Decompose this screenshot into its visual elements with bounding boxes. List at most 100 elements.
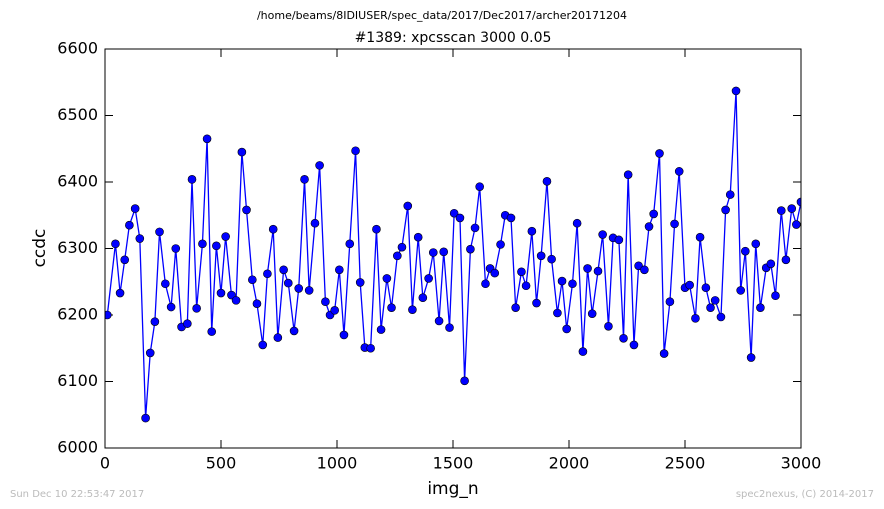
data-point bbox=[294, 284, 304, 293]
data-point bbox=[674, 167, 684, 176]
data-point bbox=[212, 241, 221, 251]
data-point bbox=[387, 303, 396, 312]
data-point bbox=[120, 255, 130, 265]
data-point bbox=[725, 190, 735, 199]
data-point bbox=[424, 274, 433, 283]
data-point bbox=[125, 220, 134, 230]
data-point bbox=[710, 296, 720, 305]
x-tick-label: 2000 bbox=[549, 454, 590, 473]
data-point bbox=[670, 219, 679, 229]
plot-frame bbox=[104, 48, 802, 449]
data-point bbox=[619, 333, 628, 343]
data-point bbox=[721, 205, 730, 215]
data-point bbox=[604, 322, 613, 331]
data-point bbox=[366, 343, 375, 353]
data-point bbox=[706, 303, 715, 312]
series-line bbox=[106, 90, 801, 419]
data-point bbox=[553, 308, 562, 318]
data-point bbox=[583, 264, 592, 273]
data-point bbox=[557, 276, 567, 286]
data-point bbox=[716, 312, 726, 322]
data-point bbox=[335, 265, 344, 275]
chart-title: #1389: xpcsscan 3000 0.05 bbox=[355, 30, 552, 46]
data-point bbox=[300, 175, 309, 184]
data-point bbox=[736, 286, 745, 295]
data-point bbox=[355, 278, 365, 287]
data-point bbox=[629, 340, 639, 350]
data-point bbox=[231, 296, 241, 305]
data-point bbox=[135, 234, 145, 243]
data-point bbox=[741, 246, 750, 256]
data-point bbox=[283, 278, 293, 288]
y-axis-label: ccdc bbox=[30, 229, 50, 268]
data-point bbox=[428, 248, 438, 257]
data-point bbox=[792, 220, 801, 229]
data-point bbox=[242, 205, 251, 215]
data-point bbox=[776, 206, 786, 215]
data-point bbox=[248, 275, 257, 285]
data-point bbox=[198, 239, 207, 249]
data-point bbox=[403, 201, 413, 211]
data-point bbox=[434, 316, 444, 326]
x-axis-label: img_n bbox=[427, 479, 478, 499]
data-point bbox=[155, 227, 164, 237]
data-point bbox=[187, 175, 197, 184]
data-point bbox=[449, 208, 459, 218]
data-point bbox=[691, 314, 700, 323]
data-point bbox=[593, 266, 603, 276]
data-point bbox=[521, 281, 531, 291]
data-point bbox=[496, 240, 505, 249]
data-point bbox=[659, 349, 669, 358]
data-point bbox=[466, 244, 475, 254]
x-tick-label: 1000 bbox=[317, 454, 358, 473]
data-point bbox=[439, 247, 449, 257]
data-point bbox=[207, 327, 217, 336]
data-point bbox=[771, 291, 780, 301]
y-tick-label: 6300 bbox=[57, 238, 98, 257]
data-point bbox=[145, 348, 155, 358]
data-point bbox=[532, 298, 541, 308]
data-point bbox=[685, 280, 694, 290]
data-point bbox=[460, 376, 469, 386]
data-point bbox=[279, 265, 288, 275]
data-point bbox=[263, 269, 272, 279]
data-point bbox=[183, 319, 192, 328]
data-point bbox=[192, 304, 201, 313]
data-point bbox=[345, 239, 355, 249]
data-point bbox=[171, 244, 181, 253]
data-point bbox=[445, 323, 454, 332]
data-point bbox=[111, 239, 120, 249]
data-point bbox=[644, 222, 654, 231]
y-tick-label: 6400 bbox=[57, 172, 98, 191]
data-point bbox=[587, 309, 597, 318]
data-point bbox=[273, 333, 283, 342]
data-point bbox=[310, 218, 320, 228]
data-point bbox=[470, 223, 480, 233]
data-point bbox=[665, 297, 675, 307]
data-point bbox=[418, 293, 428, 303]
data-point bbox=[766, 259, 776, 269]
y-tick-label: 6600 bbox=[57, 39, 98, 58]
data-point bbox=[351, 146, 360, 156]
data-point bbox=[150, 317, 160, 326]
data-point bbox=[376, 325, 386, 334]
suptitle: /home/beams/8IDIUSER/spec_data/2017/Dec2… bbox=[257, 9, 627, 22]
data-point bbox=[490, 268, 500, 278]
data-point bbox=[130, 204, 140, 213]
data-point bbox=[141, 413, 150, 423]
data-point bbox=[115, 288, 125, 298]
data-point bbox=[598, 230, 607, 239]
data-point bbox=[542, 177, 552, 186]
data-point bbox=[105, 310, 112, 320]
data-point bbox=[623, 170, 633, 179]
data-point bbox=[202, 134, 212, 144]
data-point bbox=[258, 340, 268, 350]
data-point bbox=[382, 274, 392, 283]
data-point bbox=[756, 303, 765, 312]
data-point bbox=[701, 283, 711, 293]
data-point bbox=[330, 306, 339, 315]
data-point bbox=[397, 242, 407, 252]
data-point bbox=[751, 239, 761, 249]
data-point bbox=[781, 255, 791, 265]
data-point bbox=[237, 147, 247, 157]
